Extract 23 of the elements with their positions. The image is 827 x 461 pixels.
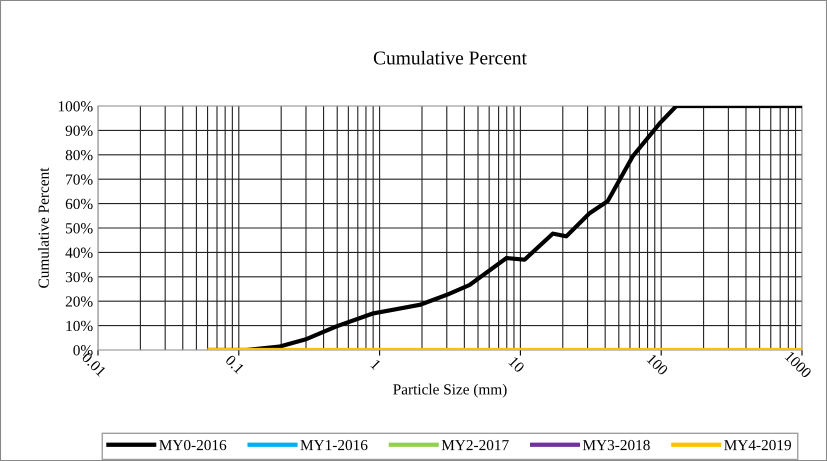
y-tick-label: 60% — [66, 198, 93, 210]
legend-label: MY0-2016 — [159, 440, 226, 450]
x-tick-label: 0.1 — [224, 354, 245, 374]
y-tick-label: 20% — [66, 296, 93, 307]
x-tick-label: 10 — [508, 356, 526, 374]
legend-label: MY4-2019 — [724, 440, 791, 450]
y-tick-label: 10% — [66, 320, 93, 332]
x-tick-label: 100 — [646, 354, 669, 376]
x-tick-label: 1 — [370, 359, 382, 370]
y-tick-label: 30% — [66, 272, 93, 282]
y-tick-label: 90% — [66, 126, 93, 136]
y-tick-label: 80% — [66, 150, 93, 160]
y-tick-label: 70% — [66, 174, 93, 185]
legend-label: MY2-2017 — [442, 440, 509, 450]
y-axis-title: Cumulative Percent — [38, 168, 49, 288]
x-axis-title: Particle Size (mm) — [393, 384, 507, 398]
legend-label: MY1-2016 — [300, 440, 368, 450]
chart-title: Cumulative Percent — [374, 50, 527, 65]
y-tick-label: 50% — [66, 223, 93, 234]
y-tick-label: 100% — [58, 101, 93, 112]
x-tick-label: 1000 — [784, 350, 812, 378]
legend-label: MY3-2018 — [582, 440, 650, 450]
y-tick-label: 40% — [65, 248, 93, 258]
